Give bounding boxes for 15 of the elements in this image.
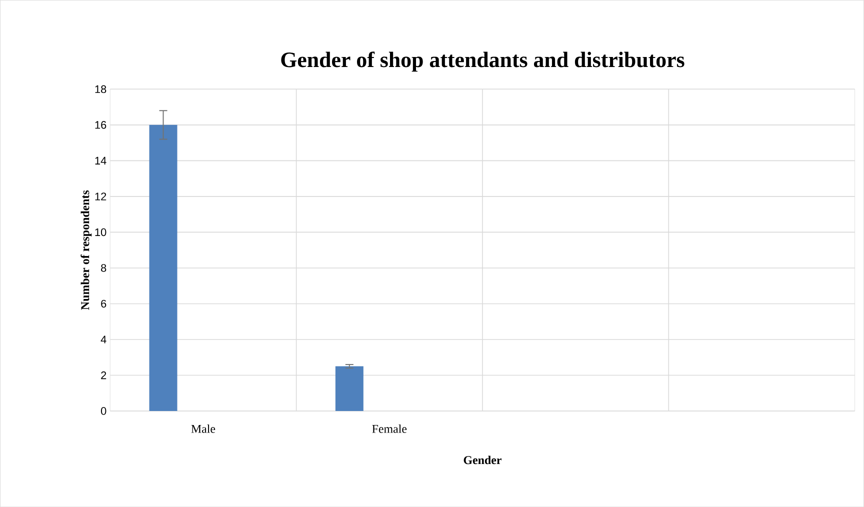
chart-title: Gender of shop attendants and distributors: [281, 51, 684, 72]
x-tick-label: Female: [372, 424, 407, 433]
y-tick-label: 6: [101, 300, 106, 308]
y-tick-label: 16: [95, 120, 106, 129]
x-tick-label: Male: [191, 424, 216, 433]
y-tick-label: 18: [95, 85, 106, 93]
x-axis-title: Gender: [464, 456, 502, 464]
y-tick-label: 14: [95, 156, 106, 164]
y-axis-title: Number of respondents: [80, 190, 92, 310]
y-tick-label: 8: [101, 264, 106, 272]
y-tick-label: 2: [101, 371, 106, 379]
y-tick-label: 12: [95, 192, 106, 200]
y-tick-label: 10: [95, 228, 106, 236]
y-tick-label: 0: [100, 407, 106, 415]
y-tick-label: 4: [100, 336, 106, 344]
